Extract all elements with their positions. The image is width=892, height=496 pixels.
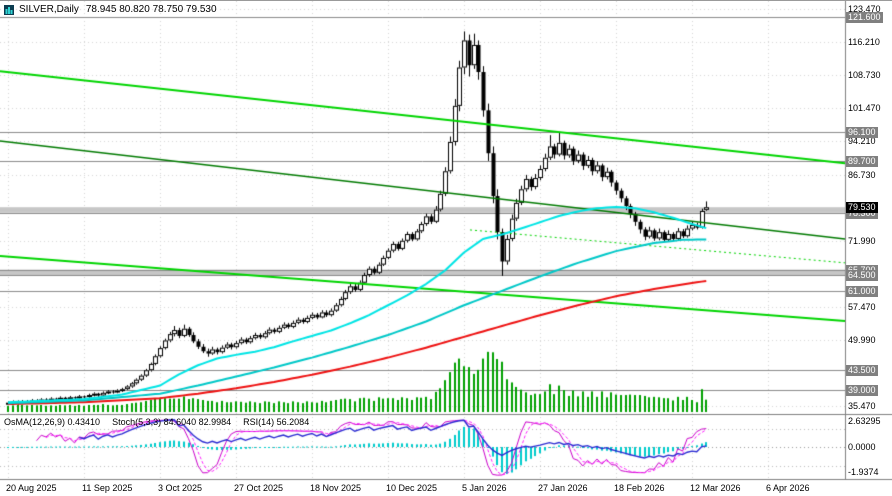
price-tick-label: 57.470 [848, 302, 876, 312]
date-label: 18 Feb 2026 [614, 483, 665, 493]
price-level-label: 39.000 [846, 385, 878, 396]
date-label: 10 Dec 2025 [386, 483, 438, 493]
price-tick-label: 86.730 [848, 170, 876, 180]
price-tick-label: 94.210 [848, 136, 876, 146]
date-label: 3 Oct 2025 [158, 483, 203, 493]
price-tick-label: 116.210 [848, 37, 880, 47]
rsi-label: RSI(14) 56.2084 [243, 417, 310, 427]
price-tick-label: 108.730 [848, 70, 881, 80]
date-label: 27 Jan 2026 [538, 483, 588, 493]
current-price-label: 79.530 [846, 202, 878, 213]
date-label: 12 Mar 2026 [690, 483, 741, 493]
date-label: 11 Sep 2025 [82, 483, 133, 493]
price-level-label: 61.000 [846, 286, 878, 297]
symbol-period-label: SILVER,Daily [19, 4, 79, 15]
osma-label: OsMA(12,26,9) 0.43410 [4, 417, 101, 427]
symbol-title: SILVER,Daily 78.945 80.820 78.750 79.530 [4, 4, 217, 15]
indicator-labels: OsMA(12,26,9) 0.43410 Stoch(5,3,3) 84.60… [4, 417, 309, 427]
price-level-label: 89.700 [846, 156, 878, 167]
price-level-label: 78.300 [846, 208, 878, 219]
chart-icon [4, 4, 14, 15]
date-label: 27 Oct 2025 [234, 483, 284, 493]
price-level-label: 96.100 [846, 127, 878, 138]
price-level-label: 64.500 [846, 270, 878, 281]
price-tick-label: 35.470 [848, 401, 876, 411]
ohlc-values: 78.945 80.820 78.750 79.530 [85, 4, 217, 15]
date-label: 20 Aug 2025 [6, 483, 57, 493]
indicator-scale-label: 2.63295 [848, 416, 881, 426]
indicator-scale-label: -1.9374 [848, 467, 879, 477]
date-label: 18 Nov 2025 [310, 483, 362, 493]
date-label: 5 Jan 2026 [462, 483, 507, 493]
price-level-label: 43.500 [846, 365, 878, 376]
date-label: 6 Apr 2026 [766, 483, 810, 493]
price-tick-label: 49.990 [848, 335, 876, 345]
price-tick-label: 123.470 [848, 4, 881, 14]
stoch-label: Stoch(5,3,3) 84.6040 82.9984 [112, 417, 232, 427]
indicator-scale-label: 0.0000 [848, 442, 876, 452]
price-tick-label: 71.990 [848, 236, 876, 246]
price-tick-label: 101.470 [848, 103, 881, 113]
price-level-label: 121.600 [846, 12, 883, 23]
